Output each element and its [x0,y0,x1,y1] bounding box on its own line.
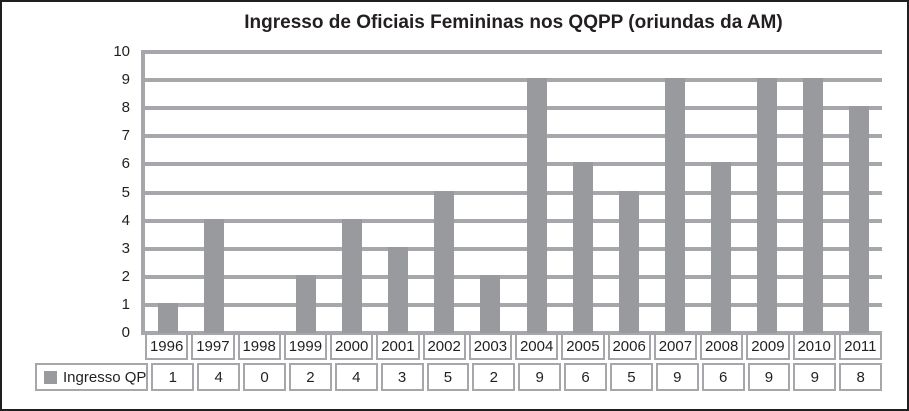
table-value-cell: 9 [793,363,837,391]
gridline [145,78,882,83]
y-axis-tick-label: 4 [121,211,130,229]
bar-2001 [388,246,409,335]
gridline [145,218,882,223]
table-value-cell: 4 [334,363,378,391]
table-value-cell: 4 [197,363,241,391]
x-axis-label-cell: 2009 [746,333,790,360]
x-axis-label-cell: 2007 [653,333,697,360]
bar-1996 [158,302,179,335]
gridline [145,162,882,167]
bar-1997 [204,218,225,335]
bar-2011 [848,106,869,335]
gridline [145,106,882,111]
y-axis-tick-label: 7 [121,127,130,145]
table-value-cell: 1 [151,363,195,391]
table-value-cell: 5 [426,363,470,391]
x-axis-label-cell: 2006 [607,333,651,360]
table-value-cell: 9 [655,363,699,391]
plot-area [141,50,882,335]
table-value-cell: 0 [243,363,286,391]
x-axis-label-cell: 1997 [191,333,235,360]
x-axis-category-row: 1996 1997 1998 1999 2000 2001 2002 2003 2004 2005… [145,333,882,360]
gridline [145,246,882,251]
x-axis-label-cell: 1996 [145,333,189,360]
x-axis-label-cell: 2001 [376,333,420,360]
table-value-cell: 2 [288,363,332,391]
bar-1999 [296,274,317,335]
table-value-cell: 8 [839,363,883,391]
x-axis-label-cell: 2005 [561,333,605,360]
chart-title: Ingresso de Oficiais Femininas nos QQPP … [244,12,783,33]
bar-2000 [342,218,363,335]
table-value-cell: 5 [609,363,653,391]
y-axis-line [141,50,145,335]
gridline [145,274,882,279]
table-value-cell: 9 [518,363,562,391]
x-axis-label-cell: 1998 [237,333,281,360]
y-axis-tick-label: 5 [121,183,130,201]
table-value-cell: 6 [564,363,607,391]
bar-2008 [710,162,731,335]
gridline [145,50,882,54]
y-axis-tick-label: 1 [121,295,130,313]
table-value-cell: 2 [472,363,516,391]
bar-2002 [434,190,455,335]
x-axis-label-cell: 2002 [422,333,466,360]
bar-2005 [572,162,593,335]
table-value-cell: 9 [747,363,791,391]
x-axis-label-cell: 2010 [792,333,836,360]
bar-2007 [664,78,685,335]
gridline [145,134,882,139]
bar-2003 [480,274,501,335]
y-axis-tick-label: 6 [121,155,130,173]
legend-swatch-icon [44,370,57,384]
table-value-cell: 3 [380,363,424,391]
y-axis-labels: 0 1 2 3 4 5 6 7 8 9 10 [2,43,130,341]
legend-label: Ingresso QP [63,368,147,386]
x-axis-label-cell: 2004 [515,333,559,360]
legend-cell: Ingresso QP [35,363,149,391]
x-axis-label-cell: 2003 [468,333,512,360]
table-value-cell: 6 [701,363,745,391]
x-axis-label-cell: 2000 [330,333,374,360]
x-axis-label-cell: 2008 [700,333,744,360]
gridline [145,190,882,195]
y-axis-tick-label: 0 [121,324,130,341]
bar-2009 [756,78,777,335]
y-axis-tick-label: 3 [121,239,130,257]
y-axis-tick-label: 10 [113,43,130,60]
bar-2010 [802,78,823,335]
y-axis-tick-label: 9 [121,71,130,89]
x-axis-label-cell: 1999 [283,333,327,360]
y-axis-tick-label: 2 [121,267,130,285]
bar-2004 [526,78,547,335]
gridline [145,331,882,335]
x-axis-label-cell: 2011 [838,333,882,360]
gridline [145,302,882,307]
bar-2006 [618,190,639,335]
y-axis-tick-label: 8 [121,99,130,117]
